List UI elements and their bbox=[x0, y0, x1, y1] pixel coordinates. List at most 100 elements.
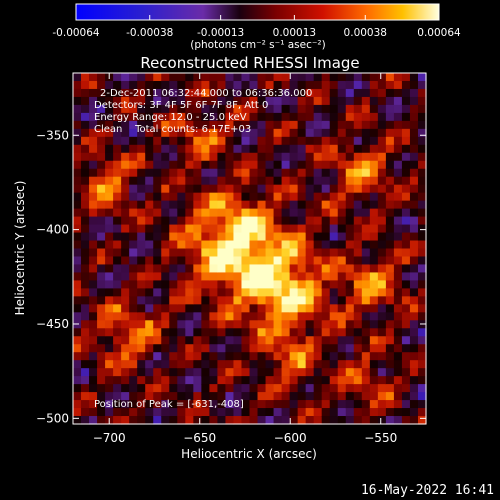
heatmap-cell bbox=[353, 200, 363, 210]
heatmap-cell bbox=[169, 88, 178, 98]
heatmap-cell bbox=[121, 96, 130, 106]
heatmap-cell bbox=[361, 152, 371, 162]
heatmap-cell bbox=[265, 384, 275, 393]
heatmap-cell bbox=[185, 304, 194, 313]
heatmap-cell bbox=[289, 144, 299, 154]
heatmap-cell bbox=[81, 120, 90, 130]
heatmap-cell bbox=[409, 104, 419, 114]
heatmap-cell bbox=[137, 320, 146, 329]
heatmap-cell bbox=[369, 376, 379, 385]
heatmap-cell bbox=[353, 376, 363, 385]
heatmap-cell bbox=[393, 144, 403, 154]
heatmap-cell bbox=[105, 96, 114, 106]
heatmap-cell bbox=[185, 416, 194, 425]
heatmap-cell bbox=[241, 224, 251, 234]
heatmap-cell bbox=[233, 73, 243, 82]
heatmap-cell bbox=[145, 264, 154, 274]
heatmap-cell bbox=[393, 392, 403, 401]
heatmap-cell bbox=[361, 296, 371, 305]
heatmap-cell bbox=[265, 152, 275, 162]
heatmap-cell bbox=[257, 168, 267, 178]
heatmap-cell bbox=[113, 112, 122, 122]
heatmap-cell bbox=[313, 200, 323, 210]
heatmap-cell bbox=[185, 96, 194, 106]
heatmap-cell bbox=[97, 176, 106, 186]
heatmap-cell bbox=[73, 280, 82, 289]
heatmap-cell bbox=[129, 192, 138, 202]
heatmap-cell bbox=[225, 80, 235, 90]
heatmap-cell bbox=[161, 312, 170, 321]
heatmap-cell bbox=[73, 368, 82, 377]
heatmap-cell bbox=[129, 352, 138, 361]
heatmap-cell bbox=[289, 184, 299, 194]
heatmap-cell bbox=[377, 328, 387, 337]
heatmap-cell bbox=[265, 320, 275, 329]
heatmap-cell bbox=[281, 376, 291, 385]
heatmap-cell bbox=[417, 80, 427, 90]
heatmap-cell bbox=[377, 360, 387, 369]
heatmap-cell bbox=[201, 160, 210, 170]
heatmap-cell bbox=[281, 104, 291, 114]
heatmap-cell bbox=[169, 176, 178, 186]
heatmap-cell bbox=[177, 288, 186, 297]
heatmap-cell bbox=[361, 280, 371, 289]
heatmap-cell bbox=[273, 384, 283, 393]
heatmap-cell bbox=[297, 392, 307, 401]
heatmap-cell bbox=[337, 136, 347, 146]
heatmap-cell bbox=[193, 152, 202, 162]
heatmap-cell bbox=[97, 160, 106, 170]
heatmap-cell bbox=[385, 168, 395, 178]
heatmap-cell bbox=[281, 216, 291, 226]
heatmap-cell bbox=[113, 120, 122, 130]
heatmap-cell bbox=[121, 192, 130, 202]
heatmap-cell bbox=[393, 352, 403, 361]
heatmap-cell bbox=[113, 168, 122, 178]
heatmap-cell bbox=[289, 88, 299, 98]
heatmap-cell bbox=[217, 152, 227, 162]
heatmap-cell bbox=[249, 304, 259, 313]
heatmap-cell bbox=[305, 152, 315, 162]
heatmap-cell bbox=[369, 288, 379, 297]
heatmap-cell bbox=[153, 240, 162, 250]
heatmap-cell bbox=[377, 224, 387, 234]
heatmap-cell bbox=[193, 392, 202, 401]
heatmap-cell bbox=[121, 136, 130, 146]
heatmap-cell bbox=[97, 232, 106, 242]
heatmap-cell bbox=[305, 328, 315, 337]
heatmap-cell bbox=[73, 224, 82, 234]
heatmap-cell bbox=[113, 304, 122, 313]
heatmap-cell bbox=[169, 384, 178, 393]
heatmap-cell bbox=[201, 144, 210, 154]
heatmap-cell bbox=[417, 88, 427, 98]
heatmap-cell bbox=[377, 128, 387, 138]
heatmap-cell bbox=[185, 320, 194, 329]
heatmap-cell bbox=[241, 184, 251, 194]
heatmap-cell bbox=[329, 208, 339, 218]
heatmap-cell bbox=[177, 208, 186, 218]
heatmap-cell bbox=[361, 128, 371, 138]
heatmap-cell bbox=[265, 96, 275, 106]
heatmap-cell bbox=[281, 304, 291, 313]
heatmap-cell bbox=[81, 376, 90, 385]
heatmap-cell bbox=[289, 176, 299, 186]
heatmap-cell bbox=[321, 232, 331, 242]
heatmap-cell bbox=[185, 248, 194, 258]
heatmap-cell bbox=[89, 352, 98, 361]
heatmap-cell bbox=[81, 408, 90, 417]
heatmap-cell bbox=[265, 160, 275, 170]
heatmap-cell bbox=[345, 120, 355, 130]
heatmap-cell bbox=[321, 88, 331, 98]
heatmap-cell bbox=[401, 208, 411, 218]
heatmap-cell bbox=[417, 360, 427, 369]
heatmap-cell bbox=[81, 360, 90, 369]
heatmap-cell bbox=[241, 272, 251, 282]
heatmap-cell bbox=[121, 280, 130, 289]
heatmap-cell bbox=[169, 224, 178, 234]
heatmap-cell bbox=[297, 384, 307, 393]
heatmap-cell bbox=[361, 336, 371, 345]
heatmap-cell bbox=[105, 160, 114, 170]
heatmap-cell bbox=[321, 288, 331, 297]
heatmap-cell bbox=[201, 200, 210, 210]
heatmap-cell bbox=[169, 160, 178, 170]
heatmap-cell bbox=[337, 288, 347, 297]
